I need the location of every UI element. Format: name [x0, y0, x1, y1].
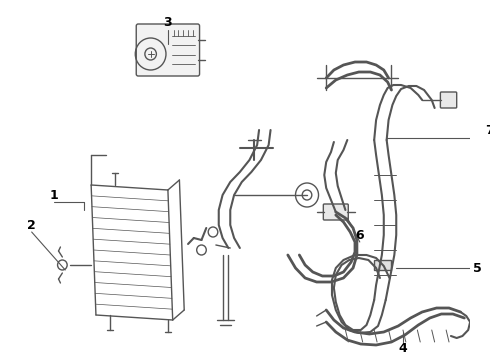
- Text: 5: 5: [473, 261, 482, 274]
- Text: 7: 7: [485, 123, 490, 136]
- Text: 4: 4: [398, 342, 407, 355]
- FancyBboxPatch shape: [441, 92, 457, 108]
- Text: 2: 2: [27, 219, 36, 231]
- Bar: [374, 260, 392, 270]
- Text: 3: 3: [164, 15, 172, 28]
- FancyBboxPatch shape: [323, 204, 348, 220]
- Text: 1: 1: [49, 189, 58, 202]
- Text: 6: 6: [355, 229, 364, 242]
- FancyBboxPatch shape: [136, 24, 199, 76]
